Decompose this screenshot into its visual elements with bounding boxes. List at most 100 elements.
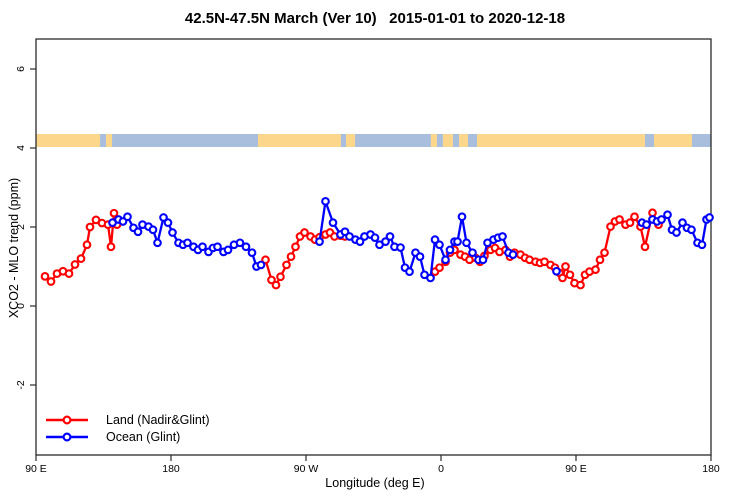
land-data-point: [435, 263, 444, 273]
ocean-data-point: [256, 260, 266, 270]
ocean-data-point: [381, 237, 390, 246]
ocean-data-point: [355, 237, 365, 246]
y-axis-label: XCO2 - MLO trend (ppm): [7, 177, 21, 319]
map-strip-land-segment: [442, 134, 453, 147]
legend-label-land: Land (Nadir&Glint): [106, 412, 210, 427]
legend: Land (Nadir&Glint) Ocean (Glint): [44, 411, 210, 445]
land-data-point: [85, 222, 95, 232]
ocean-data-point: [498, 232, 507, 241]
ocean-data-point: [405, 267, 414, 276]
legend-item-ocean: Ocean (Glint): [44, 428, 210, 445]
land-data-point: [40, 272, 50, 281]
x-tick-label: 90 W: [294, 463, 319, 475]
x-axis-label: Longitude (deg E): [325, 476, 425, 490]
ocean-data-point: [453, 237, 462, 246]
ocean-series-symbol: [46, 431, 88, 442]
ocean-data-point: [478, 255, 488, 265]
land-data-point: [76, 254, 86, 263]
ocean-data-point: [213, 242, 222, 252]
ocean-data-point: [687, 225, 696, 235]
map-strip-land-segment: [459, 134, 468, 147]
ocean-data-point: [247, 248, 257, 258]
ocean-data-point: [508, 250, 518, 259]
chart-title: 42.5N-47.5N March (Ver 10) 2015-01-01 to…: [184, 10, 566, 27]
map-strip-ocean-segment: [691, 134, 711, 147]
land-data-point: [558, 273, 567, 283]
ocean-data-point: [328, 218, 338, 228]
ocean-data-point: [198, 242, 207, 252]
land-data-point: [600, 248, 609, 258]
ocean-data-point: [163, 218, 173, 228]
land-data-point: [64, 269, 74, 278]
land-data-point: [109, 208, 119, 218]
land-data-point: [286, 252, 296, 261]
ocean-data-point: [642, 220, 651, 229]
ocean-data-point: [315, 237, 324, 246]
land-data-point: [606, 222, 615, 231]
y-tick-label: 4: [15, 145, 27, 151]
land-data-point: [630, 212, 639, 222]
land-data-point: [106, 242, 116, 252]
ocean-data-point: [370, 233, 380, 243]
ocean-data-point: [657, 215, 666, 224]
ocean-data-point: [445, 245, 455, 255]
map-strip-ocean-segment: [645, 134, 654, 147]
land-data-point: [561, 262, 570, 271]
land-data-point: [576, 280, 585, 290]
ocean-data-point: [133, 227, 143, 237]
map-strip-land-segment: [258, 134, 341, 147]
ocean-data-point: [235, 238, 245, 248]
land-data-point: [640, 242, 650, 252]
ocean-data-point: [705, 213, 714, 222]
map-strip-ocean-segment: [112, 134, 258, 147]
map-strip-land-segment: [346, 134, 356, 147]
ocean-data-point: [457, 212, 467, 222]
y-tick-label: 6: [15, 66, 27, 72]
x-tick-label: 90 E: [565, 463, 587, 475]
ocean-data-point: [123, 212, 132, 222]
y-tick-label: 2: [15, 224, 27, 230]
map-strip-ocean-segment: [355, 134, 431, 147]
ocean-data-point: [678, 218, 687, 228]
map-strip-ocean-segment: [100, 134, 107, 147]
ocean-data-point: [430, 235, 440, 244]
y-tick-label: -2: [15, 380, 27, 389]
x-tick-label: 180: [162, 463, 180, 475]
land-data-point: [291, 242, 300, 252]
x-tick-label: 90 E: [25, 463, 47, 475]
map-strip-land-segment: [477, 134, 645, 147]
ocean-data-point: [415, 252, 425, 261]
land-data-point: [70, 260, 80, 269]
ocean-data-point: [183, 238, 192, 248]
land-data-point: [615, 215, 624, 224]
land-data-point: [271, 280, 281, 290]
ocean-data-point: [441, 255, 450, 265]
x-tick-label: 0: [438, 463, 444, 475]
map-strip-ocean-segment: [468, 134, 477, 147]
plot-box: [35, 38, 712, 456]
ocean-data-point: [663, 210, 672, 220]
land-data-point: [276, 272, 285, 282]
land-data-point: [82, 240, 92, 250]
ocean-data-point: [435, 240, 444, 250]
map-strip-ocean-segment: [340, 134, 347, 147]
ocean-data-point: [321, 196, 330, 206]
legend-label-ocean: Ocean (Glint): [106, 429, 181, 444]
map-strip-land-segment: [106, 134, 113, 147]
land-data-point: [625, 218, 635, 228]
map-strip-land-segment: [654, 134, 692, 147]
ocean-data-point: [223, 245, 233, 255]
map-strip-land-segment: [36, 134, 101, 147]
land-data-point: [261, 255, 270, 265]
ocean-data-point: [672, 228, 681, 237]
ocean-data-point: [468, 248, 477, 258]
ocean-data-point: [426, 273, 435, 283]
ocean-data-point: [159, 213, 168, 222]
land-data-point: [46, 277, 56, 286]
map-strip-land-segment: [430, 134, 437, 147]
ocean-data-point: [241, 242, 251, 252]
land-data-point: [267, 275, 276, 285]
land-data-point: [595, 255, 605, 265]
